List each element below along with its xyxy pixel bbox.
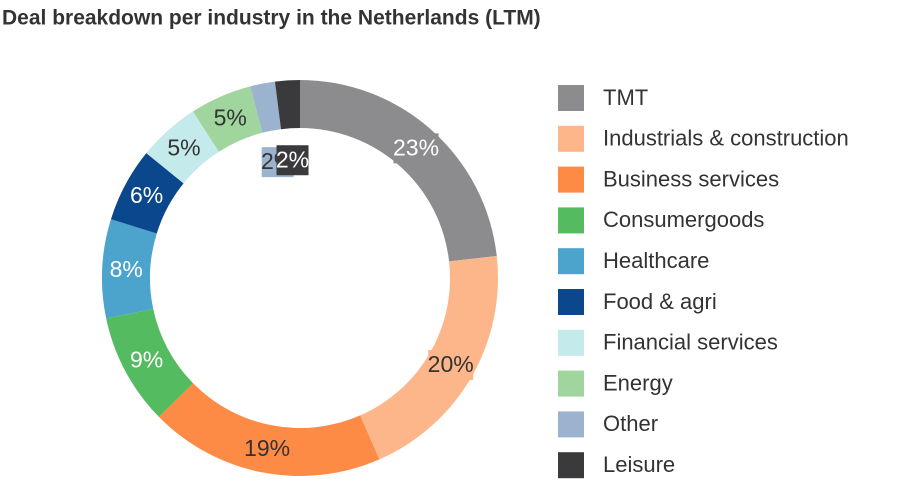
donut-segment <box>274 80 300 130</box>
legend-label: Industrials & construction <box>603 126 849 151</box>
label-box <box>214 103 247 134</box>
data-label: 23% <box>393 134 439 160</box>
label-box <box>393 133 439 164</box>
legend-label: Other <box>603 411 658 436</box>
legend-swatch <box>558 248 584 275</box>
data-label: 5% <box>214 105 247 131</box>
legend-label: Consumergoods <box>603 207 764 232</box>
legend-swatch <box>558 452 584 479</box>
legend-swatch <box>558 166 584 193</box>
data-label: 5% <box>167 134 200 160</box>
legend-swatch <box>558 207 584 234</box>
data-label: 9% <box>130 346 163 372</box>
legend-label: Leisure <box>603 452 675 477</box>
data-label: 8% <box>110 256 143 282</box>
legend-swatch <box>558 370 584 397</box>
legend-label: Business services <box>603 166 779 191</box>
label-box <box>130 180 163 211</box>
legend-label: Energy <box>603 370 673 395</box>
legend-swatch <box>558 125 584 152</box>
donut-segment <box>300 80 497 262</box>
label-box <box>130 345 163 376</box>
data-label: 19% <box>244 435 290 461</box>
legend-label: TMT <box>603 85 648 110</box>
data-label: 2% <box>276 146 309 172</box>
label-box <box>244 433 290 464</box>
data-label: 6% <box>130 182 163 208</box>
label-box <box>167 133 200 164</box>
legend-label: Food & agri <box>603 289 717 314</box>
legend-label: Healthcare <box>603 248 709 273</box>
donut-segment <box>250 81 282 133</box>
label-box <box>276 145 309 176</box>
legend-swatch <box>558 411 584 438</box>
legend-swatch <box>558 289 584 315</box>
label-box <box>428 350 474 380</box>
legend-swatch <box>558 329 584 356</box>
label-box <box>110 254 143 285</box>
donut-segment <box>158 383 380 477</box>
data-label: 20% <box>428 351 474 377</box>
legend-swatch <box>558 85 584 111</box>
legend-label: Financial services <box>603 330 778 355</box>
chart-title: Deal breakdown per industry in the Nethe… <box>2 7 541 30</box>
